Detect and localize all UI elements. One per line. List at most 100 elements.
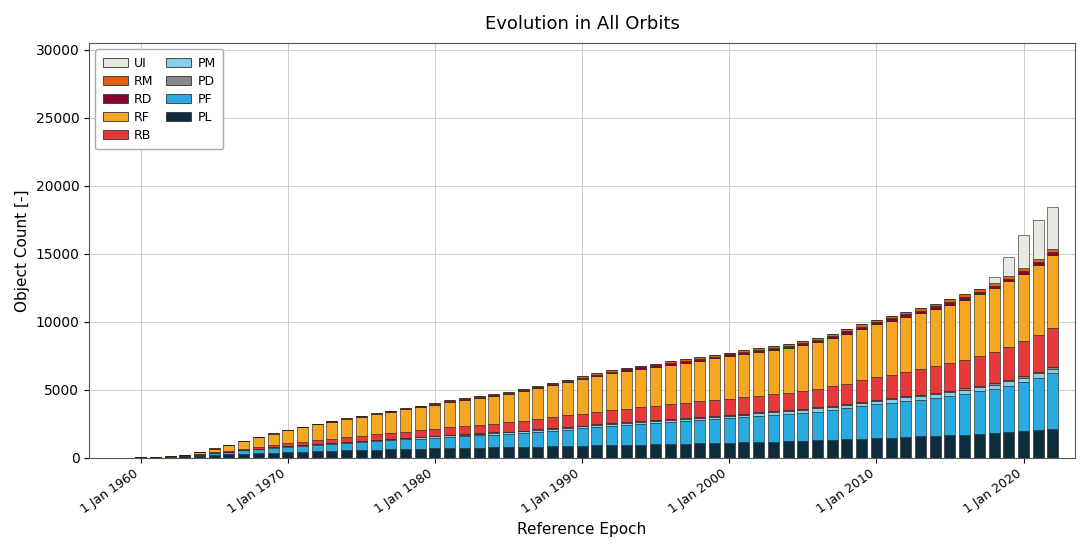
Bar (606, 424, 617, 426)
Bar (459, 448, 470, 458)
Bar (194, 455, 205, 456)
Bar (724, 415, 735, 416)
Bar (724, 443, 735, 458)
Bar (1018, 270, 1029, 274)
Bar (312, 440, 323, 444)
Bar (708, 417, 720, 420)
Bar (679, 444, 691, 458)
Bar (194, 452, 205, 454)
Bar (841, 404, 852, 405)
Bar (606, 410, 617, 423)
Bar (1018, 235, 1029, 268)
Bar (738, 413, 750, 415)
Bar (400, 432, 411, 438)
Bar (547, 383, 558, 384)
Bar (473, 397, 485, 425)
Bar (871, 405, 882, 438)
Bar (385, 439, 397, 440)
Bar (841, 331, 852, 334)
Bar (414, 406, 426, 407)
Bar (282, 431, 293, 443)
Bar (841, 408, 852, 439)
Bar (665, 422, 676, 444)
Bar (518, 433, 529, 447)
Bar (577, 379, 588, 413)
Bar (414, 437, 426, 438)
Bar (665, 419, 676, 420)
Bar (1047, 252, 1058, 256)
Bar (429, 448, 440, 458)
Bar (973, 289, 985, 291)
Bar (296, 427, 308, 442)
Bar (429, 403, 440, 404)
Bar (635, 424, 646, 444)
Bar (679, 363, 691, 403)
Bar (694, 421, 705, 443)
Bar (900, 401, 911, 437)
Bar (797, 410, 809, 413)
Bar (679, 422, 691, 444)
Bar (1003, 385, 1015, 432)
Bar (488, 423, 499, 432)
Bar (812, 342, 823, 389)
Bar (694, 418, 705, 421)
Bar (341, 437, 352, 442)
Bar (400, 410, 411, 432)
Bar (400, 438, 411, 439)
Bar (208, 449, 220, 453)
Bar (973, 356, 985, 386)
Bar (1003, 380, 1015, 381)
Bar (502, 422, 514, 432)
Bar (679, 403, 691, 418)
Bar (724, 356, 735, 399)
Bar (312, 424, 323, 440)
Bar (871, 320, 882, 322)
Bar (223, 454, 234, 458)
Bar (885, 438, 897, 458)
Bar (753, 352, 764, 396)
Bar (473, 396, 485, 397)
Bar (826, 334, 838, 336)
Bar (502, 447, 514, 458)
Bar (414, 449, 426, 458)
Bar (841, 439, 852, 458)
Bar (989, 385, 1000, 389)
Bar (296, 452, 308, 458)
Bar (930, 392, 941, 394)
Bar (385, 433, 397, 439)
Bar (267, 434, 279, 445)
Bar (355, 417, 367, 436)
Bar (444, 401, 456, 402)
Bar (738, 354, 750, 397)
Bar (841, 334, 852, 384)
Bar (591, 373, 603, 375)
Bar (296, 445, 308, 452)
Bar (871, 400, 882, 401)
Bar (1047, 373, 1058, 429)
Bar (753, 416, 764, 442)
Bar (577, 426, 588, 428)
Bar (253, 453, 264, 458)
Bar (973, 291, 985, 294)
Bar (989, 383, 1000, 385)
Bar (429, 429, 440, 436)
Bar (1003, 381, 1015, 385)
Bar (885, 403, 897, 438)
Bar (1047, 328, 1058, 367)
Bar (355, 441, 367, 442)
Bar (959, 294, 970, 297)
Bar (973, 294, 985, 356)
Bar (635, 422, 646, 424)
Bar (591, 375, 603, 376)
Bar (400, 439, 411, 449)
Bar (1032, 430, 1044, 458)
Bar (473, 425, 485, 433)
Bar (620, 368, 632, 369)
Bar (753, 348, 764, 350)
Bar (547, 385, 558, 417)
Bar (1047, 367, 1058, 369)
Bar (473, 448, 485, 458)
Bar (959, 360, 970, 389)
Bar (900, 314, 911, 317)
Bar (885, 399, 897, 403)
